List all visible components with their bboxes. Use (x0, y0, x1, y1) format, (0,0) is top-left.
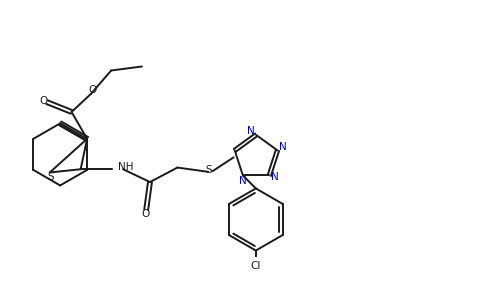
Text: N: N (271, 172, 279, 182)
Text: S: S (206, 165, 212, 175)
Text: N: N (279, 142, 286, 152)
Text: O: O (141, 209, 150, 219)
Text: NH: NH (118, 162, 134, 172)
Text: S: S (47, 172, 54, 182)
Text: O: O (88, 85, 97, 95)
Text: O: O (40, 96, 48, 106)
Text: N: N (247, 126, 255, 136)
Text: Cl: Cl (250, 261, 261, 271)
Text: N: N (239, 176, 246, 186)
